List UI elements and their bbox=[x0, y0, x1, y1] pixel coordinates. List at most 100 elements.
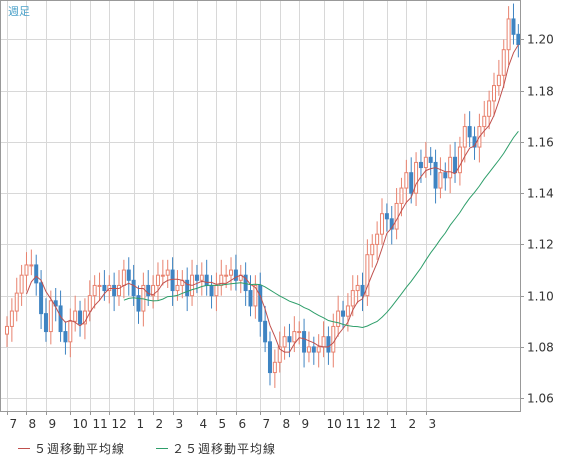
candle-body bbox=[102, 284, 107, 292]
candle-body bbox=[341, 310, 346, 317]
candle-body bbox=[63, 331, 68, 343]
y-tick-label: 1.16 bbox=[527, 136, 554, 150]
candle-body bbox=[97, 284, 102, 287]
legend-item-ma25: ２５週移動平均線 bbox=[156, 440, 276, 456]
candle-body bbox=[336, 310, 341, 327]
candle-body bbox=[82, 310, 87, 325]
candle-body bbox=[345, 305, 350, 317]
candle-body bbox=[457, 146, 462, 174]
candle-body bbox=[253, 284, 258, 307]
candle-body bbox=[365, 254, 370, 297]
candle-body bbox=[131, 279, 136, 297]
moving-average-lines bbox=[26, 44, 519, 353]
candle-body bbox=[302, 331, 307, 353]
legend-item-ma5: ５週移動平均線 bbox=[18, 440, 125, 456]
chart-title: 週足 bbox=[8, 5, 30, 18]
candle-body bbox=[375, 233, 380, 245]
legend-label-ma25: ２５週移動平均線 bbox=[172, 442, 277, 456]
candle-body bbox=[277, 346, 282, 363]
x-tick-label: 2 bbox=[156, 417, 164, 431]
candle-body bbox=[233, 269, 238, 281]
x-tick-label: 12 bbox=[112, 417, 127, 431]
candle-body bbox=[511, 18, 516, 35]
x-tick-label: 8 bbox=[29, 417, 37, 431]
candle-body bbox=[185, 279, 190, 297]
legend: ５週移動平均線 ２５週移動平均線 bbox=[0, 436, 574, 462]
candle-body bbox=[272, 361, 277, 374]
candle-body bbox=[209, 284, 214, 297]
candle-body bbox=[331, 325, 336, 353]
candle-body bbox=[267, 341, 272, 374]
candle-body bbox=[141, 284, 146, 312]
x-tick-label: 9 bbox=[49, 417, 57, 431]
x-tick-label: 12 bbox=[366, 417, 381, 431]
candle-body bbox=[418, 161, 423, 169]
candle-body bbox=[370, 243, 375, 256]
candle-body bbox=[34, 264, 39, 284]
ma25-swatch bbox=[156, 448, 168, 449]
legend-label-ma5: ５週移動平均線 bbox=[34, 442, 126, 456]
candle-body bbox=[126, 269, 131, 281]
y-tick-label: 1.06 bbox=[527, 392, 554, 406]
candle-body bbox=[258, 284, 263, 322]
candle-body bbox=[443, 172, 448, 179]
candle-body bbox=[282, 336, 287, 348]
candle-body bbox=[136, 295, 141, 312]
candle-body bbox=[389, 218, 394, 230]
candle-body bbox=[29, 264, 34, 267]
candle-body bbox=[501, 49, 506, 76]
candle-body bbox=[487, 100, 492, 117]
candle-body bbox=[263, 320, 268, 343]
candle-body bbox=[112, 284, 117, 297]
candle-body bbox=[311, 346, 316, 353]
x-tick-label: 7 bbox=[263, 417, 271, 431]
candle-body bbox=[92, 284, 97, 297]
candle-body bbox=[248, 290, 253, 307]
x-tick-label: 10 bbox=[73, 417, 88, 431]
candle-body bbox=[5, 325, 9, 335]
candle-body bbox=[204, 274, 209, 286]
candle-body bbox=[462, 126, 467, 148]
candle-body bbox=[224, 274, 229, 277]
y-tick-label: 1.08 bbox=[527, 341, 554, 355]
candle-body bbox=[160, 274, 165, 277]
candle-body bbox=[472, 136, 477, 148]
candle-body bbox=[155, 274, 160, 286]
candle-body bbox=[43, 313, 48, 333]
x-tick-label: 4 bbox=[200, 417, 208, 431]
x-tick-label: 6 bbox=[239, 417, 247, 431]
chart-background bbox=[0, 0, 574, 436]
y-tick-label: 1.14 bbox=[527, 187, 554, 201]
x-tick-label: 3 bbox=[176, 417, 184, 431]
candle-body bbox=[379, 213, 384, 235]
x-axis: 7 8 9 10 11 12 1 2 3 4 5 6 7 8 9 10 11 12 1 2 3 bbox=[7, 411, 437, 431]
candle-body bbox=[287, 336, 292, 343]
ma5-swatch bbox=[18, 448, 30, 449]
candle-body bbox=[73, 310, 78, 322]
x-tick-label: 11 bbox=[93, 417, 108, 431]
candle-body bbox=[414, 161, 419, 194]
candle-body bbox=[433, 161, 438, 189]
x-tick-label: 3 bbox=[429, 417, 437, 431]
y-tick-label: 1.10 bbox=[527, 290, 554, 304]
candle-body bbox=[394, 202, 399, 230]
candle-body bbox=[448, 156, 453, 179]
candle-body bbox=[121, 269, 126, 286]
candle-body bbox=[165, 269, 170, 276]
candle-body bbox=[78, 310, 83, 325]
candle-body bbox=[14, 292, 19, 312]
candle-body bbox=[384, 213, 389, 220]
candle-body bbox=[482, 115, 487, 128]
candle-body bbox=[428, 156, 433, 163]
ma25-line bbox=[123, 130, 519, 329]
candle-body bbox=[9, 310, 14, 327]
candle-body bbox=[467, 126, 472, 138]
candle-body bbox=[229, 269, 234, 276]
candle-body bbox=[53, 300, 58, 307]
candle-body bbox=[306, 346, 311, 353]
candle-body bbox=[24, 264, 29, 276]
candle-body bbox=[355, 284, 360, 292]
candle-body bbox=[399, 187, 404, 204]
candle-body bbox=[117, 284, 122, 297]
candle-body bbox=[68, 320, 73, 343]
